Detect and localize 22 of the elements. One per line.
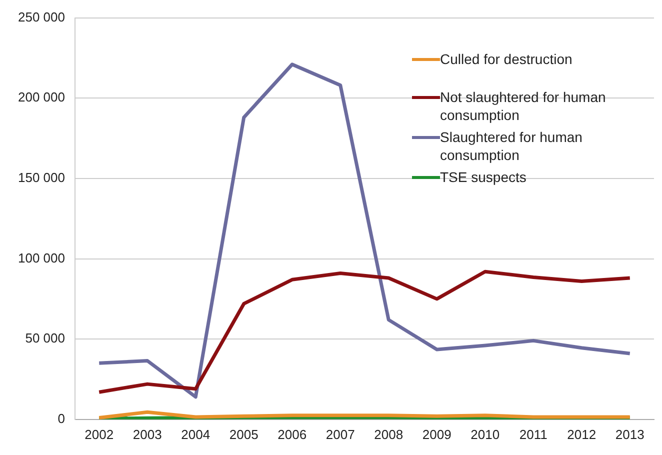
x-tick-label: 2007 (326, 426, 355, 442)
x-tick-label: 2010 (470, 426, 500, 442)
legend-label: Slaughtered for human consumption (440, 128, 584, 164)
x-tick-label: 2012 (567, 426, 596, 442)
x-tick-label: 2013 (615, 426, 644, 442)
y-tick-label: 50 000 (25, 330, 65, 346)
legend-label: TSE suspects (440, 168, 528, 186)
y-tick-label: 100 000 (18, 250, 65, 266)
legend-label: Culled for destruction (440, 50, 574, 68)
y-tick-label: 200 000 (18, 90, 65, 105)
y-tick-label: 0 (58, 410, 65, 426)
x-tick-label: 2005 (229, 426, 258, 442)
x-tick-label: 2004 (181, 426, 210, 442)
y-tick-label: 150 000 (18, 170, 65, 186)
x-tick-label: 2008 (374, 426, 404, 442)
x-tick-label: 2011 (519, 426, 548, 442)
legend-label: Not slaughtered for human consumption (440, 88, 607, 124)
x-tick-label: 2003 (132, 426, 162, 442)
x-tick-label: 2002 (84, 426, 114, 442)
y-tick-label: 250 000 (18, 9, 65, 24)
x-tick-label: 2009 (422, 426, 452, 442)
x-tick-label: 2006 (278, 426, 307, 442)
